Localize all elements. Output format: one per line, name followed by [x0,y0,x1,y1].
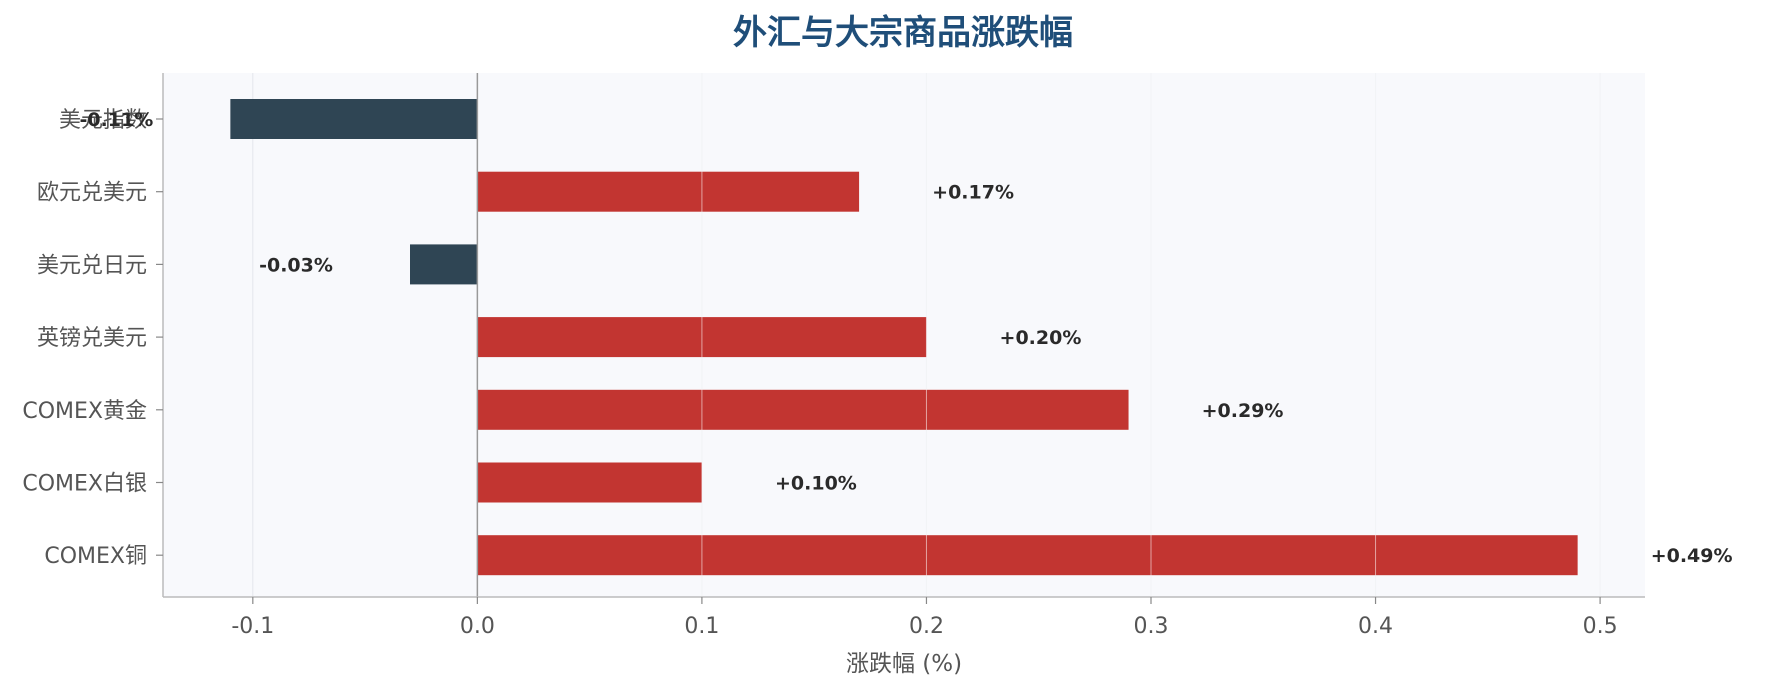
bar [410,244,478,285]
data-label: +0.49% [1651,545,1733,567]
bar [230,99,478,139]
bars [230,73,1601,597]
data-label: +0.10% [775,473,857,495]
x-tick-labels: -0.1 0.0 0.1 0.2 0.3 0.4 0.5 [231,597,1618,639]
category-label: COMEX铜 [44,544,147,569]
data-label: +0.20% [1000,327,1082,349]
x-axis-label: 涨跌幅 (%) [846,651,962,677]
x-tick-label: 0.0 [460,614,495,639]
data-label: +0.17% [932,182,1014,204]
data-label: +0.29% [1202,400,1284,422]
axes [162,73,1645,598]
bar [477,171,860,212]
bar [477,389,1129,430]
category-label: COMEX黄金 [22,399,147,424]
category-label: 美元兑日元 [37,253,147,278]
x-tick-label: 0.4 [1358,614,1393,639]
x-tick-label: 0.5 [1583,614,1618,639]
category-label: 欧元兑美元 [37,181,147,206]
x-tick-label: 0.1 [684,614,719,639]
bar [477,462,702,503]
bar [477,535,1578,576]
data-label: -0.11% [79,109,153,131]
x-tick-label: 0.2 [909,614,944,639]
x-tick-label: 0.3 [1134,614,1169,639]
category-label: COMEX白银 [22,472,147,497]
chart-title: 外汇与大宗商品涨跌幅 [733,13,1073,53]
category-label: 美元指数 [59,108,147,133]
data-label: -0.03% [259,254,333,276]
x-tick-label: -0.1 [231,614,274,639]
value-labels: -0.11% +0.17% -0.03% +0.20% +0.29% +0.10% +0.4… [79,109,1732,567]
category-label: 英镑兑美元 [37,326,147,351]
